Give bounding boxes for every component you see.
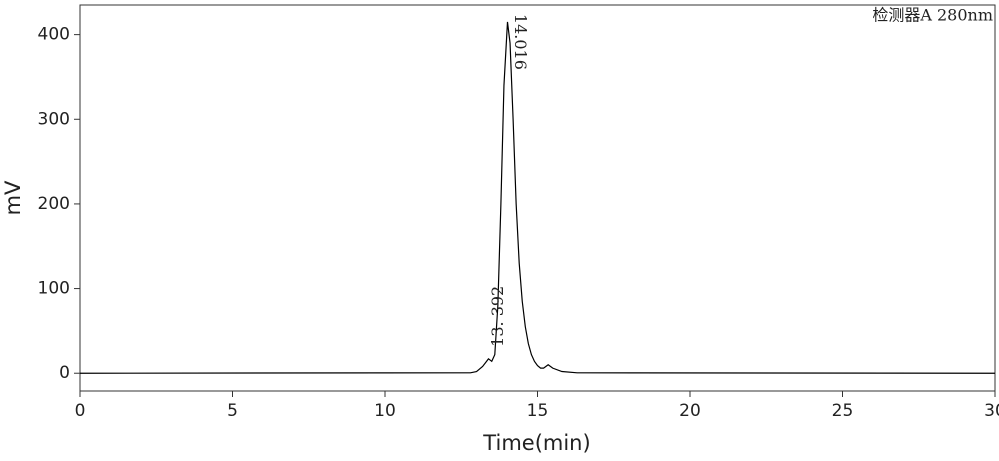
- y-tick-label: 100: [38, 279, 70, 299]
- x-axis-label: Time(min): [482, 431, 590, 455]
- x-tick-label: 15: [527, 401, 549, 421]
- peak-label: 14.016: [511, 14, 530, 70]
- y-tick-label: 400: [38, 25, 70, 45]
- x-tick-label: 30: [984, 401, 999, 421]
- y-axis-label: mV: [1, 180, 25, 215]
- signal-line: [79, 21, 996, 374]
- x-tick-label: 0: [75, 401, 86, 421]
- y-tick-label: 200: [38, 194, 70, 214]
- x-tick-label: 25: [832, 401, 854, 421]
- y-tick-label: 0: [59, 363, 70, 383]
- x-tick-label: 5: [227, 401, 238, 421]
- x-tick-label: 10: [374, 401, 396, 421]
- y-tick-label: 300: [38, 109, 70, 129]
- peak-label: 13. 392: [488, 286, 507, 347]
- plot-frame: [79, 4, 996, 392]
- x-tick-label: 20: [679, 401, 701, 421]
- chart-title: 检测器A 280nm: [872, 6, 993, 25]
